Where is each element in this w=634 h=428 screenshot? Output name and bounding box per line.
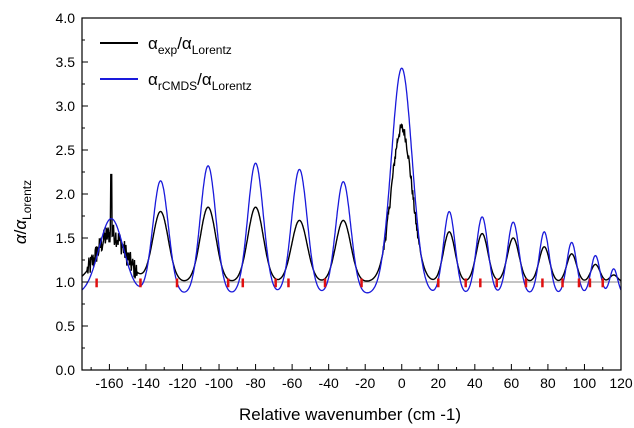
y-tick-label: 1.0	[56, 274, 76, 290]
x-tick-label: -140	[132, 375, 160, 391]
x-tick-label: 120	[609, 375, 633, 391]
y-tick-label: 4.0	[56, 10, 76, 26]
y-tick-label: 3.5	[56, 54, 76, 70]
x-tick-label: 80	[540, 375, 556, 391]
y-tick-label: 0.5	[56, 318, 76, 334]
x-tick-label: -20	[355, 375, 375, 391]
x-tick-label: -100	[205, 375, 233, 391]
y-tick-label: 0.0	[56, 362, 76, 378]
x-tick-label: 40	[467, 375, 483, 391]
y-tick-label: 1.5	[56, 230, 76, 246]
legend-label-exp: αexp/αLorentz	[148, 34, 232, 57]
x-tick-label: 0	[398, 375, 406, 391]
axes: -160 -140 -120 -100 -80 -60 -40 -20 0 20 40 60 80 100…	[56, 10, 633, 391]
legend-label-rcmds: αrCMDS/αLorentz	[148, 70, 252, 93]
x-tick-label: -80	[245, 375, 265, 391]
x-tick-label: 60	[504, 375, 520, 391]
y-tick-label: 2.5	[56, 142, 76, 158]
x-axis-title: Relative wavenumber (cm -1)	[239, 405, 461, 424]
legend: αexp/αLorentz αrCMDS/αLorentz	[100, 34, 252, 93]
x-tick-label: 100	[573, 375, 597, 391]
y-tick-label: 3.0	[56, 98, 76, 114]
series-line-exp	[82, 123, 621, 282]
plot-area	[82, 67, 621, 294]
x-tick-label: -120	[168, 375, 196, 391]
x-tick-label: -60	[282, 375, 302, 391]
x-tick-label: 20	[430, 375, 446, 391]
x-tick-label: -40	[319, 375, 339, 391]
plot-frame	[81, 17, 622, 371]
y-tick-label: 2.0	[56, 186, 76, 202]
x-tick-label: -160	[95, 375, 123, 391]
y-axis-title: α/αLorentz	[11, 180, 34, 244]
series-line-rcmds	[82, 67, 621, 294]
